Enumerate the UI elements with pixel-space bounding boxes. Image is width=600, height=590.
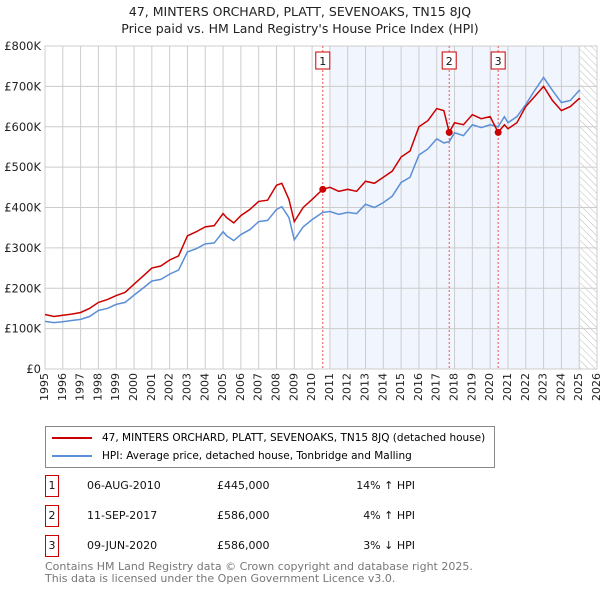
y-tick-label: £600K <box>4 120 41 134</box>
x-tick-label: 2005 <box>216 373 229 401</box>
y-tick-label: £200K <box>4 281 41 295</box>
y-tick-label: £300K <box>4 241 41 255</box>
x-tick-label: 1998 <box>91 373 104 401</box>
sale-marker-box <box>490 51 506 70</box>
legend-item-property: 47, MINTERS ORCHARD, PLATT, SEVENOAKS, T… <box>52 430 485 446</box>
sale-marker-label: 3 <box>45 535 59 557</box>
legend-label: HPI: Average price, detached house, Tonb… <box>102 450 412 462</box>
x-tick-label: 2020 <box>483 373 496 401</box>
plot-frame <box>44 45 598 370</box>
sale-hpi-diff: 3% ↓ HPI <box>363 539 415 552</box>
x-tick-label: 2019 <box>465 373 478 401</box>
footer: Contains HM Land Registry data © Crown c… <box>45 561 473 585</box>
sale-price: £445,000 <box>217 479 270 492</box>
sale-date: 06-AUG-2010 <box>87 479 161 492</box>
footer-line: Contains HM Land Registry data © Crown c… <box>45 560 473 573</box>
x-tick-label: 2026 <box>590 373 600 401</box>
x-tick-label: 1997 <box>74 373 87 401</box>
sale-marker-number: 2 <box>446 55 453 68</box>
x-tick-label: 2011 <box>323 373 336 401</box>
x-tick-label: 2002 <box>163 373 176 401</box>
y-tick-label: £0 <box>26 362 41 376</box>
x-tick-label: 2023 <box>537 373 550 401</box>
x-tick-label: 2009 <box>287 373 300 401</box>
x-tick-label: 2003 <box>180 373 193 401</box>
x-tick-label: 1995 <box>38 373 51 401</box>
x-tick-label: 2001 <box>145 373 158 401</box>
x-tick-label: 2015 <box>394 373 407 401</box>
sale-point <box>494 128 502 136</box>
chart-title: 47, MINTERS ORCHARD, PLATT, SEVENOAKS, T… <box>128 4 472 19</box>
sale-marker-number: 1 <box>319 55 326 68</box>
footer-line: This data is licensed under the Open Gov… <box>45 572 396 585</box>
x-tick-label: 2008 <box>269 373 282 401</box>
y-tick-label: £700K <box>4 79 41 93</box>
legend-swatch-red <box>52 437 92 439</box>
sale-marker-box <box>441 51 457 70</box>
sale-marker-box <box>315 51 331 70</box>
x-tick-label: 2000 <box>127 373 140 401</box>
sale-date: 09-JUN-2020 <box>87 539 158 552</box>
sale-marker-label: 1 <box>45 475 59 497</box>
y-tick-label: £500K <box>4 160 41 174</box>
sale-date: 11-SEP-2017 <box>87 509 158 522</box>
sale-row: 3 09-JUN-2020 £586,000 3% ↓ HPI <box>45 535 600 557</box>
price-chart: 1995 1996 1997 1998 1999 2000 2001 2002 2003 2004… <box>4 39 600 401</box>
x-tick-label: 2016 <box>412 373 425 401</box>
x-tick-label: 2006 <box>234 373 247 401</box>
x-tick-label: 2007 <box>252 373 265 401</box>
sale-marker-number: 3 <box>495 55 502 68</box>
sale-marker-label: 2 <box>45 505 59 527</box>
x-tick-label: 2017 <box>430 373 443 401</box>
x-tick-label: 2018 <box>448 373 461 401</box>
x-tick-label: 2021 <box>501 373 514 401</box>
sale-hpi-diff: 14% ↑ HPI <box>356 479 415 492</box>
sale-point <box>445 128 453 136</box>
sale-price: £586,000 <box>217 539 270 552</box>
legend-label: 47, MINTERS ORCHARD, PLATT, SEVENOAKS, T… <box>102 432 486 444</box>
y-tick-label: £800K <box>4 39 41 53</box>
x-tick-label: 2013 <box>359 373 372 401</box>
x-tick-label: 2025 <box>572 373 585 401</box>
sale-row: 2 11-SEP-2017 £586,000 4% ↑ HPI <box>45 505 600 527</box>
sale-row: 1 06-AUG-2010 £445,000 14% ↑ HPI <box>45 475 600 497</box>
x-tick-label: 1999 <box>109 373 122 401</box>
sale-price: £586,000 <box>217 509 270 522</box>
x-tick-label: 2012 <box>341 373 354 401</box>
legend-swatch-blue <box>52 455 92 457</box>
x-tick-label: 2022 <box>519 373 532 401</box>
x-tick-label: 2024 <box>554 373 567 401</box>
chart-subtitle: Price paid vs. HM Land Registry's House … <box>121 21 479 36</box>
x-tick-label: 2010 <box>305 373 318 401</box>
x-tick-label: 2014 <box>376 373 389 401</box>
sale-point <box>319 185 327 193</box>
y-tick-label: £100K <box>4 322 41 336</box>
x-tick-label: 1996 <box>56 373 69 401</box>
x-tick-label: 2004 <box>198 373 211 401</box>
sale-hpi-diff: 4% ↑ HPI <box>363 509 415 522</box>
y-tick-label: £400K <box>4 201 41 215</box>
legend: 47, MINTERS ORCHARD, PLATT, SEVENOAKS, T… <box>45 426 495 468</box>
legend-item-hpi: HPI: Average price, detached house, Tonb… <box>52 448 412 464</box>
hpi-line <box>44 76 581 324</box>
